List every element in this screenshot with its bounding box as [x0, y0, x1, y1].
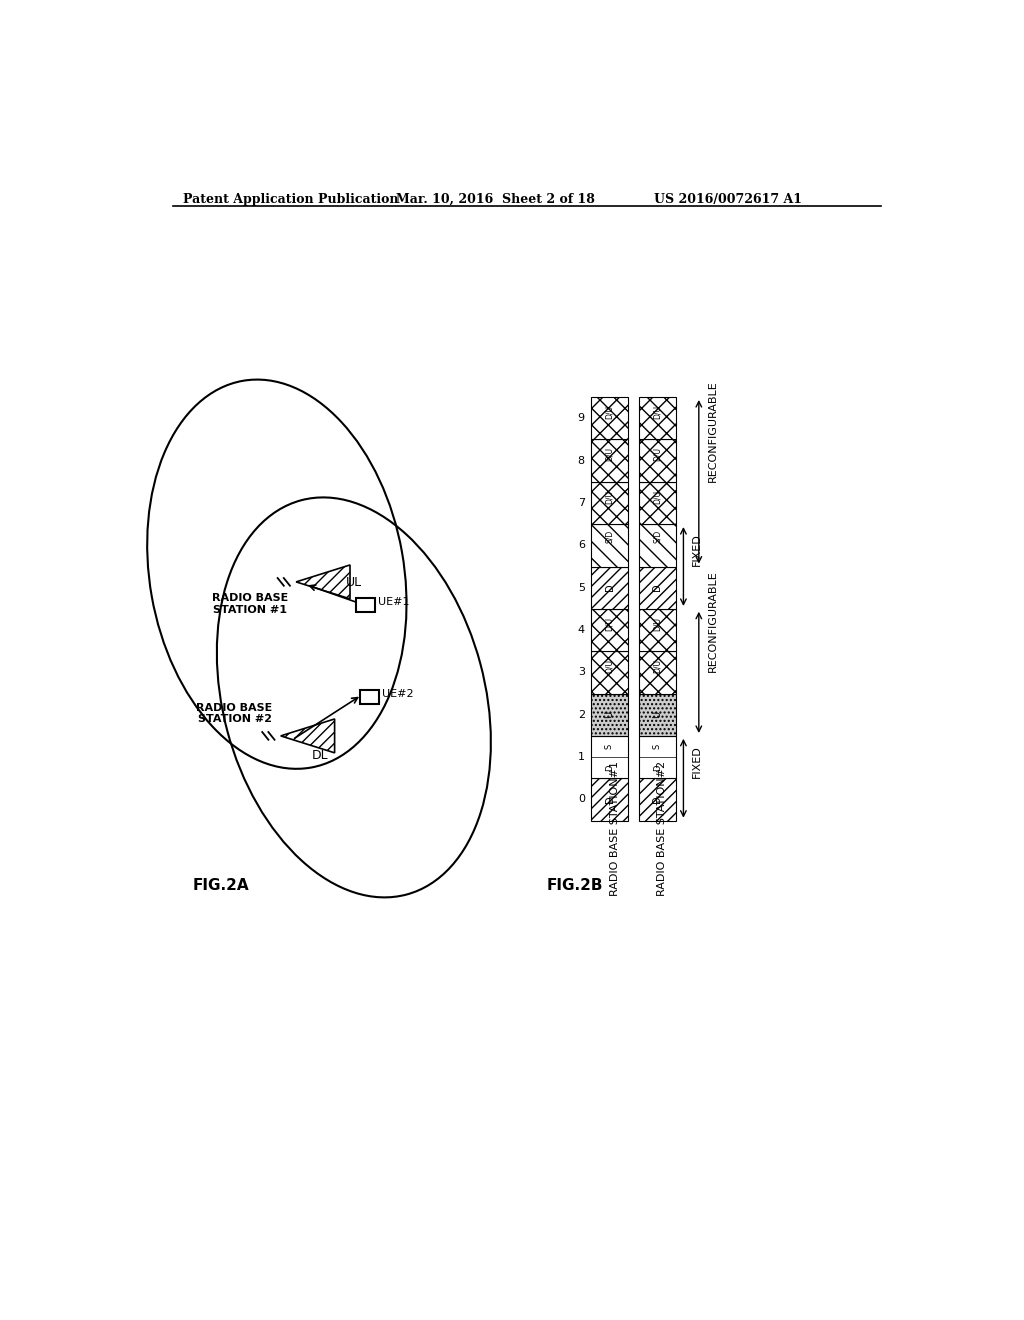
Text: RADIO BASE
STATION #2: RADIO BASE STATION #2	[197, 702, 272, 725]
Bar	[639, 524, 676, 566]
Text: 4: 4	[578, 626, 585, 635]
Text: D/U: D/U	[652, 447, 662, 461]
Text: 7: 7	[578, 498, 585, 508]
Bar	[639, 737, 676, 779]
Bar	[639, 566, 676, 609]
Text: S: S	[652, 744, 662, 750]
Text: UE#1: UE#1	[378, 597, 410, 607]
Text: D: D	[652, 764, 662, 771]
Text: RECONFIGURABLE: RECONFIGURABLE	[708, 380, 718, 482]
Text: RADIO BASE STATION#2: RADIO BASE STATION#2	[657, 760, 668, 896]
Bar	[356, 598, 375, 612]
Text: Mar. 10, 2016  Sheet 2 of 18: Mar. 10, 2016 Sheet 2 of 18	[396, 193, 595, 206]
Bar	[639, 779, 676, 821]
Text: S/D: S/D	[605, 531, 614, 544]
Bar	[639, 609, 676, 651]
Text: D/U: D/U	[605, 405, 614, 418]
Text: 0: 0	[578, 795, 585, 804]
Text: D: D	[652, 583, 663, 591]
Text: D/U: D/U	[605, 659, 614, 673]
Text: 8: 8	[578, 455, 585, 466]
Text: S/D: S/D	[652, 531, 662, 544]
Polygon shape	[281, 719, 335, 752]
Text: FIG.2B: FIG.2B	[547, 878, 603, 894]
Bar	[591, 737, 628, 779]
Text: FIXED: FIXED	[692, 746, 702, 779]
Text: 3: 3	[578, 668, 585, 677]
Text: D: D	[652, 796, 663, 804]
Text: UE#2: UE#2	[382, 689, 414, 700]
Bar	[591, 566, 628, 609]
Text: 2: 2	[578, 710, 585, 719]
Text: FIXED: FIXED	[692, 533, 702, 566]
Text: FIG.2A: FIG.2A	[193, 878, 249, 894]
Bar	[639, 693, 676, 737]
Text: 1: 1	[578, 752, 585, 762]
Text: D/U: D/U	[652, 490, 662, 504]
Bar	[591, 440, 628, 482]
Text: Patent Application Publication: Patent Application Publication	[183, 193, 398, 206]
Bar	[591, 779, 628, 821]
Text: US 2016/0072617 A1: US 2016/0072617 A1	[654, 193, 802, 206]
Bar	[639, 440, 676, 482]
Text: 5: 5	[578, 582, 585, 593]
Bar	[639, 397, 676, 440]
Text: UL: UL	[346, 576, 362, 589]
Bar	[591, 609, 628, 651]
Bar	[639, 651, 676, 693]
Text: D: D	[604, 583, 614, 591]
Text: D/U: D/U	[652, 616, 662, 631]
Text: D: D	[605, 764, 614, 771]
Polygon shape	[296, 565, 350, 599]
Bar	[591, 482, 628, 524]
Text: U: U	[604, 711, 614, 718]
Text: D/U: D/U	[605, 490, 614, 504]
Text: D/U: D/U	[652, 405, 662, 418]
Bar	[591, 693, 628, 737]
Text: D/U: D/U	[652, 659, 662, 673]
Text: D/U: D/U	[605, 616, 614, 631]
Bar	[591, 397, 628, 440]
Text: 6: 6	[578, 540, 585, 550]
Text: RECONFIGURABLE: RECONFIGURABLE	[708, 570, 718, 672]
Text: S: S	[605, 744, 614, 750]
Bar	[591, 524, 628, 566]
Bar	[639, 482, 676, 524]
Text: RADIO BASE STATION#1: RADIO BASE STATION#1	[609, 760, 620, 896]
Text: D: D	[604, 796, 614, 804]
Text: 9: 9	[578, 413, 585, 424]
Text: RADIO BASE
STATION #1: RADIO BASE STATION #1	[212, 594, 288, 615]
Text: U: U	[652, 711, 663, 718]
Text: DL: DL	[311, 748, 328, 762]
Bar	[360, 690, 379, 705]
Text: D/U: D/U	[605, 447, 614, 461]
Bar	[591, 651, 628, 693]
